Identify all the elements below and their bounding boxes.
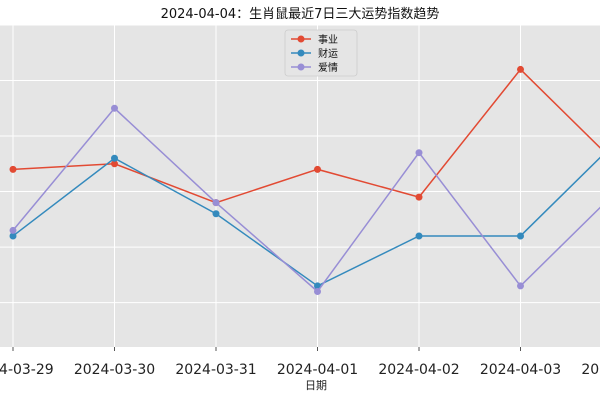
data-point — [517, 65, 524, 73]
legend-label: 财运 — [318, 47, 338, 60]
data-point — [212, 199, 220, 207]
x-tick-label: 2024-03-29 — [0, 362, 54, 378]
chart-title: 2024-04-04：生肖鼠最近7日三大运势指数趋势 — [161, 6, 440, 22]
data-point — [9, 226, 17, 234]
legend-label: 事业 — [318, 33, 338, 46]
plot-background — [0, 25, 600, 347]
legend-label: 爱情 — [318, 61, 338, 74]
data-point — [314, 165, 321, 173]
x-tick-label: 2024-04-04 — [581, 362, 600, 378]
grid — [0, 24, 600, 347]
data-point — [314, 287, 321, 295]
data-point — [517, 282, 524, 290]
data-point — [212, 210, 220, 218]
data-point — [415, 193, 423, 201]
x-tick-label: 2024-03-31 — [175, 362, 256, 378]
legend-swatch-marker — [297, 63, 305, 71]
x-tick-label: 2024-04-01 — [277, 362, 358, 378]
legend-swatch-marker — [297, 35, 305, 43]
data-point — [111, 154, 118, 162]
data-point — [111, 104, 118, 112]
series-layer — [9, 65, 600, 295]
data-point — [415, 149, 423, 157]
x-axis-ticks: 2024-03-29 2024-03-30 2024-03-31 2024-04-01… — [0, 347, 600, 378]
data-point — [415, 232, 423, 240]
data-point — [314, 282, 321, 290]
data-point — [111, 160, 118, 168]
data-point — [9, 165, 17, 173]
x-tick-label: 2024-03-30 — [74, 362, 155, 378]
x-tick-label: 2024-04-02 — [378, 362, 459, 378]
x-axis-label: 日期 — [305, 379, 327, 392]
x-tick-label: 2024-04-03 — [480, 362, 561, 378]
legend-swatch-marker — [297, 49, 305, 57]
data-point — [9, 232, 17, 240]
data-point — [517, 232, 524, 240]
